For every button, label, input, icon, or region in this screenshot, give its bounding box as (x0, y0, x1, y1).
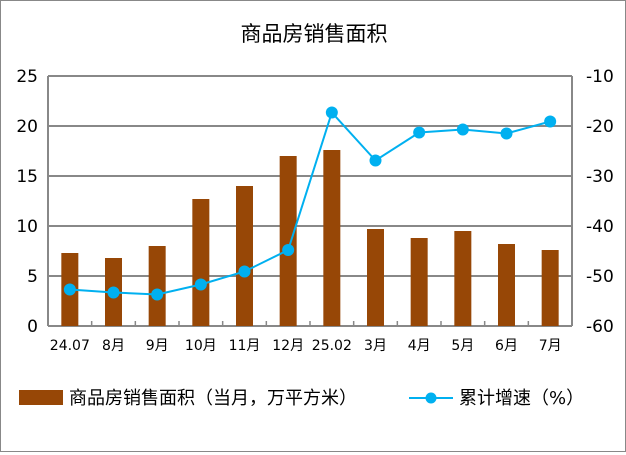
x-tick-label: 25.02 (312, 338, 352, 354)
left-tick-label: 5 (27, 267, 38, 287)
bar (498, 244, 515, 326)
line-point (544, 115, 557, 128)
x-tick-label: 4月 (408, 338, 431, 354)
x-tick-label: 5月 (451, 338, 474, 354)
left-tick-label: 25 (16, 67, 38, 87)
right-tick-label: -30 (586, 167, 614, 187)
bar (192, 199, 210, 326)
x-tick-label: 24.07 (50, 338, 90, 354)
right-tick-label: -20 (586, 117, 614, 137)
line-point (413, 126, 426, 139)
series-line (69, 110, 551, 296)
bar (323, 150, 341, 326)
left-tick-label: 20 (16, 117, 38, 137)
bar (236, 186, 253, 326)
line-point (194, 278, 207, 291)
x-tick-label: 3月 (364, 338, 387, 354)
legend-line-label: 累计增速（%） (459, 388, 584, 409)
line-point (325, 106, 338, 119)
x-tick-label: 11月 (229, 338, 261, 354)
bar (279, 156, 297, 326)
line-point (238, 265, 251, 278)
line-point (282, 244, 295, 256)
left-tick-label: 0 (27, 317, 38, 337)
bar (410, 238, 428, 326)
line-point (500, 127, 513, 140)
bar (148, 246, 166, 326)
x-tick-label: 7月 (539, 338, 562, 354)
bar (367, 229, 384, 326)
x-tick-label: 8月 (102, 338, 125, 354)
bar (454, 231, 472, 326)
chart-title: 商品房销售面积 (241, 22, 388, 46)
line-point (369, 154, 382, 167)
legend-bar-swatch (19, 390, 63, 405)
left-tick-label: 10 (16, 217, 38, 237)
x-tick-label: 10月 (185, 338, 217, 354)
left-tick-label: 15 (16, 167, 38, 187)
right-tick-label: -50 (586, 267, 614, 287)
line-point (63, 283, 76, 296)
bar (541, 250, 559, 326)
right-tick-label: -10 (586, 67, 614, 87)
right-tick-label: -60 (586, 317, 614, 337)
line-point (107, 286, 120, 299)
legend-line-marker (425, 392, 437, 404)
line-point (456, 123, 469, 136)
right-tick-label: -40 (586, 217, 614, 237)
x-tick-label: 6月 (495, 338, 518, 354)
line-point (151, 288, 164, 301)
legend: 商品房销售面积（当月，万平方米） 累计增速（%） (19, 388, 584, 409)
legend-bar-label: 商品房销售面积（当月，万平方米） (69, 388, 357, 409)
x-tick-label: 12月 (272, 338, 304, 354)
x-tick-label: 9月 (146, 338, 169, 354)
